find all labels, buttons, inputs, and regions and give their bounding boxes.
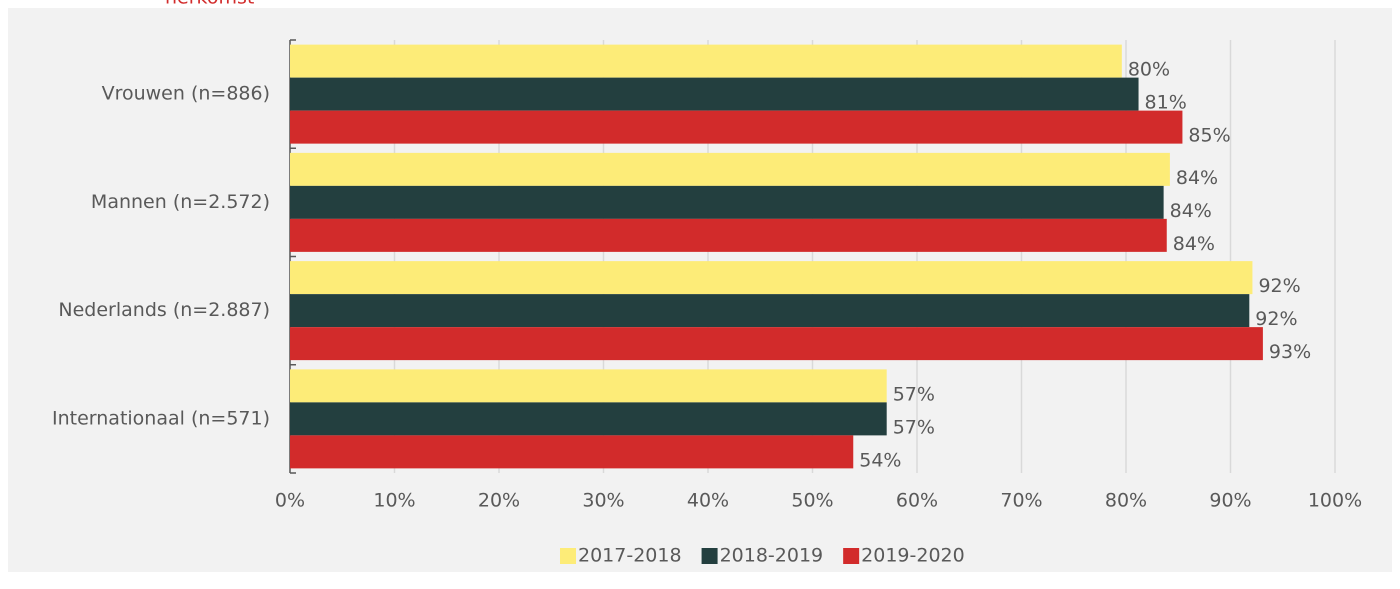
bar [290, 110, 1183, 144]
x-tick-label: 70% [1000, 490, 1042, 512]
data-label: 84% [1170, 200, 1212, 222]
legend-swatch [560, 548, 576, 564]
bar [290, 369, 887, 403]
y-tick-label: Internationaal (n=571) [52, 407, 270, 429]
data-label: 81% [1145, 92, 1187, 114]
data-label: 80% [1128, 59, 1170, 81]
x-tick-label: 20% [478, 490, 520, 512]
chart-title: herkomst [165, 0, 254, 9]
x-tick-label: 30% [582, 490, 624, 512]
y-tick-label: Mannen (n=2.572) [91, 191, 270, 213]
data-label: 57% [893, 383, 935, 405]
bar [290, 185, 1164, 219]
legend-swatch [701, 548, 718, 564]
x-tick-label: 10% [373, 490, 415, 512]
bar [290, 44, 1122, 78]
data-label: 57% [893, 416, 935, 438]
y-tick-label: Vrouwen (n=886) [102, 83, 270, 105]
data-label: 93% [1269, 341, 1311, 363]
data-label: 92% [1258, 275, 1300, 297]
x-tick-label: 90% [1209, 490, 1251, 512]
x-tick-label: 50% [791, 490, 833, 512]
bar [290, 435, 854, 469]
bar [290, 402, 887, 436]
x-tick-label: 60% [896, 490, 938, 512]
data-label: 92% [1255, 308, 1297, 330]
legend-label: 2019-2020 [861, 545, 965, 567]
bar [290, 261, 1253, 295]
x-tick-label: 40% [687, 490, 729, 512]
x-tick-label: 0% [275, 490, 305, 512]
x-tick-label: 80% [1105, 490, 1147, 512]
bar [290, 77, 1139, 111]
legend-swatch [843, 548, 860, 564]
data-label: 84% [1176, 167, 1218, 189]
legend-label: 2017-2018 [578, 545, 682, 567]
bar [290, 218, 1167, 252]
data-label: 54% [859, 449, 901, 471]
data-label: 84% [1173, 233, 1215, 255]
legend-label: 2018-2019 [720, 545, 824, 567]
bar [290, 294, 1250, 328]
y-tick-label: Nederlands (n=2.887) [58, 299, 270, 321]
bar [290, 327, 1263, 361]
bar [290, 152, 1170, 186]
data-label: 85% [1188, 125, 1230, 147]
x-tick-label: 100% [1308, 490, 1362, 512]
